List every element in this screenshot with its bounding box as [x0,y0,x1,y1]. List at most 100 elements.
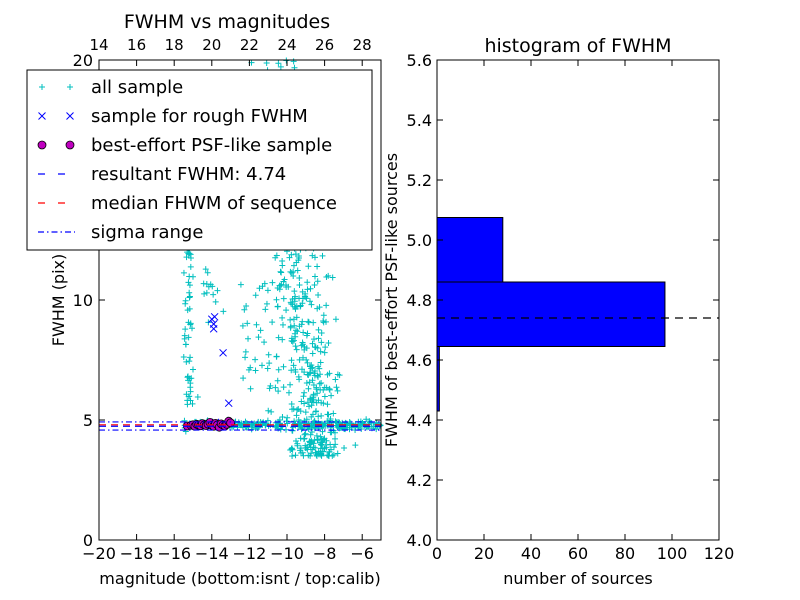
legend-label: median FHWM of sequence [91,193,337,214]
all-sample-point [294,267,301,274]
all-sample-point [290,337,297,344]
all-sample-point [187,263,194,270]
all-sample-point [304,279,311,286]
all-sample-point [330,451,337,458]
all-sample-point [323,302,330,309]
all-sample-point [321,435,328,442]
all-sample-point [304,359,311,366]
all-sample-point [277,63,284,70]
all-sample-point [275,60,282,67]
all-sample-point [326,448,333,455]
all-sample-point [292,327,299,334]
histogram-x-tick-label: 120 [704,544,735,563]
all-sample-point [307,363,314,370]
histogram-y-tick-label: 4.4 [407,411,432,430]
all-sample-point [277,426,284,433]
all-sample-point [263,300,270,307]
all-sample-point [275,366,282,373]
all-sample-point [312,344,319,351]
all-sample-point [212,298,219,305]
all-sample-point [300,436,307,443]
all-sample-point [237,281,244,288]
scatter-x-tick-label: −16 [157,544,191,563]
all-sample-point [301,369,308,376]
all-sample-point [296,323,303,330]
scatter-top-x-tick-label: 28 [353,36,372,54]
all-sample-point [321,393,328,400]
all-sample-point [189,325,196,332]
rough-fwhm-point [224,399,233,408]
all-sample-point [315,326,322,333]
all-sample-point [287,323,294,330]
all-sample-point [319,428,326,435]
all-sample-point [186,282,193,289]
rough-fwhm-point [209,324,218,333]
all-sample-point [292,333,299,340]
all-sample-point [292,369,299,376]
all-sample-point [279,314,286,321]
all-sample-point [297,302,304,309]
all-sample-point [180,269,187,276]
all-sample-point [295,416,302,423]
all-sample-point [242,354,249,361]
all-sample-point [287,268,294,275]
all-sample-point [307,285,314,292]
all-sample-point [293,412,300,419]
all-sample-point [373,426,380,433]
all-sample-point [310,319,317,326]
histogram-panel: 0 20 40 60 80 100 120 4.0 4.2 4.4 4.6 4.8 5.0 5.2 5.4 5… [382,35,734,588]
all-sample-point [295,406,302,413]
histogram-y-tick-label: 5.6 [407,51,432,70]
all-sample-point [332,316,339,323]
all-sample-point [252,292,259,299]
all-sample-point [320,317,327,324]
all-sample-point [265,407,272,414]
all-sample-point [309,340,316,347]
all-sample-point [332,376,339,383]
all-sample-point [313,399,320,406]
all-sample-point [289,452,296,459]
all-sample-point [274,303,281,310]
all-sample-point [311,417,318,424]
all-sample-point [302,430,309,437]
all-sample-point [252,367,259,374]
legend-marker [65,140,75,150]
all-sample-point [273,353,280,360]
all-sample-point [299,288,306,295]
all-sample-point [272,254,279,261]
all-sample-point [182,341,189,348]
all-sample-point [203,281,210,288]
all-sample-point [302,442,309,449]
all-sample-point [317,371,324,378]
all-sample-point [280,295,287,302]
all-sample-point [284,414,291,421]
histogram-x-tick-label: 20 [474,544,494,563]
all-sample-point [203,289,210,296]
all-sample-point [363,416,370,423]
histogram-bar [436,217,504,283]
all-sample-point [186,289,193,296]
all-sample-point [239,322,246,329]
histogram-bar [436,281,666,347]
scatter-y-tick-label: 20 [73,51,93,70]
histogram-y-tick-label: 4.0 [407,531,432,550]
histogram-y-axis-label: FWHM of best-effort PSF-like sources [382,153,401,447]
histogram-y-tick-label: 4.6 [407,351,432,370]
all-sample-point [306,438,313,445]
histogram-bars [436,88,666,412]
all-sample-point [267,382,274,389]
scatter-y-tick-label: 0 [83,531,93,550]
all-sample-point [325,272,332,279]
scatter-title: FWHM vs magnitudes [124,11,330,33]
all-sample-point [303,379,310,386]
all-sample-point [184,307,191,314]
all-sample-point [321,349,328,356]
all-sample-point [305,318,312,325]
all-sample-point [352,442,359,449]
scatter-x-tick-label: −12 [233,544,267,563]
all-sample-point [293,346,300,353]
all-sample-point [317,433,324,440]
all-sample-point [201,290,208,297]
all-sample-point [299,295,306,302]
all-sample-point [265,351,272,358]
